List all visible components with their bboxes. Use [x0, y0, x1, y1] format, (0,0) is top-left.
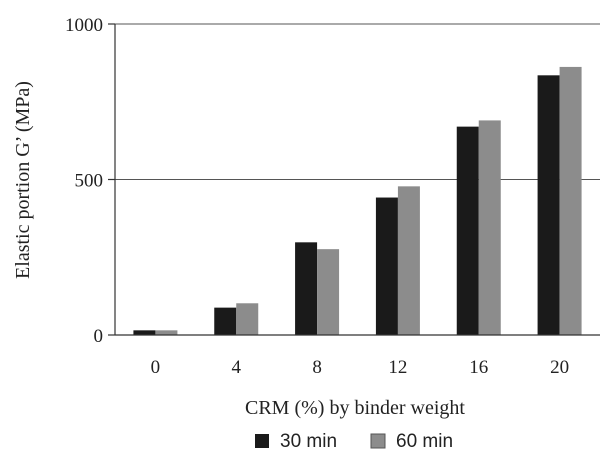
- bar-30min-16: [456, 126, 479, 335]
- gridlines: [108, 23, 600, 336]
- legend-swatch-30min: [255, 434, 269, 448]
- x-tick-labels: 0 4 8 12 16 20: [151, 357, 569, 378]
- x-axis-title: CRM (%) by binder weight: [245, 397, 465, 419]
- bar-60min-12: [397, 186, 420, 335]
- bar-30min-20: [537, 75, 560, 335]
- bar-60min-16: [478, 120, 501, 335]
- legend-label-30min: 30 min: [280, 431, 337, 452]
- axes: [114, 24, 600, 336]
- legend-label-60min: 60 min: [396, 431, 453, 452]
- y-tick-label-0: 0: [94, 326, 104, 347]
- bar-30min-12: [375, 197, 398, 335]
- bar-30min-0: [133, 330, 156, 335]
- bar-30min-4: [214, 307, 237, 335]
- y-axis-title: Elastic portion G’ (MPa): [12, 81, 34, 279]
- x-tick-label-20: 20: [550, 357, 569, 378]
- y-tick-labels: 0 500 1000: [65, 15, 103, 347]
- x-tick-label-0: 0: [151, 357, 161, 378]
- x-tick-label-16: 16: [469, 357, 488, 378]
- y-tick-label-1000: 1000: [65, 15, 103, 36]
- x-tick-label-8: 8: [312, 357, 322, 378]
- legend-swatch-60min: [370, 433, 386, 449]
- bar-60min-0: [155, 330, 178, 335]
- bars: [133, 66, 582, 335]
- x-tick-label-12: 12: [388, 357, 407, 378]
- bar-60min-20: [559, 66, 582, 335]
- x-tick-label-4: 4: [232, 357, 242, 378]
- y-tick-label-500: 500: [75, 171, 104, 192]
- bar-60min-4: [236, 303, 259, 335]
- legend: 30 min 60 min: [255, 431, 453, 452]
- bar-30min-8: [295, 242, 318, 335]
- bar-60min-8: [317, 249, 340, 335]
